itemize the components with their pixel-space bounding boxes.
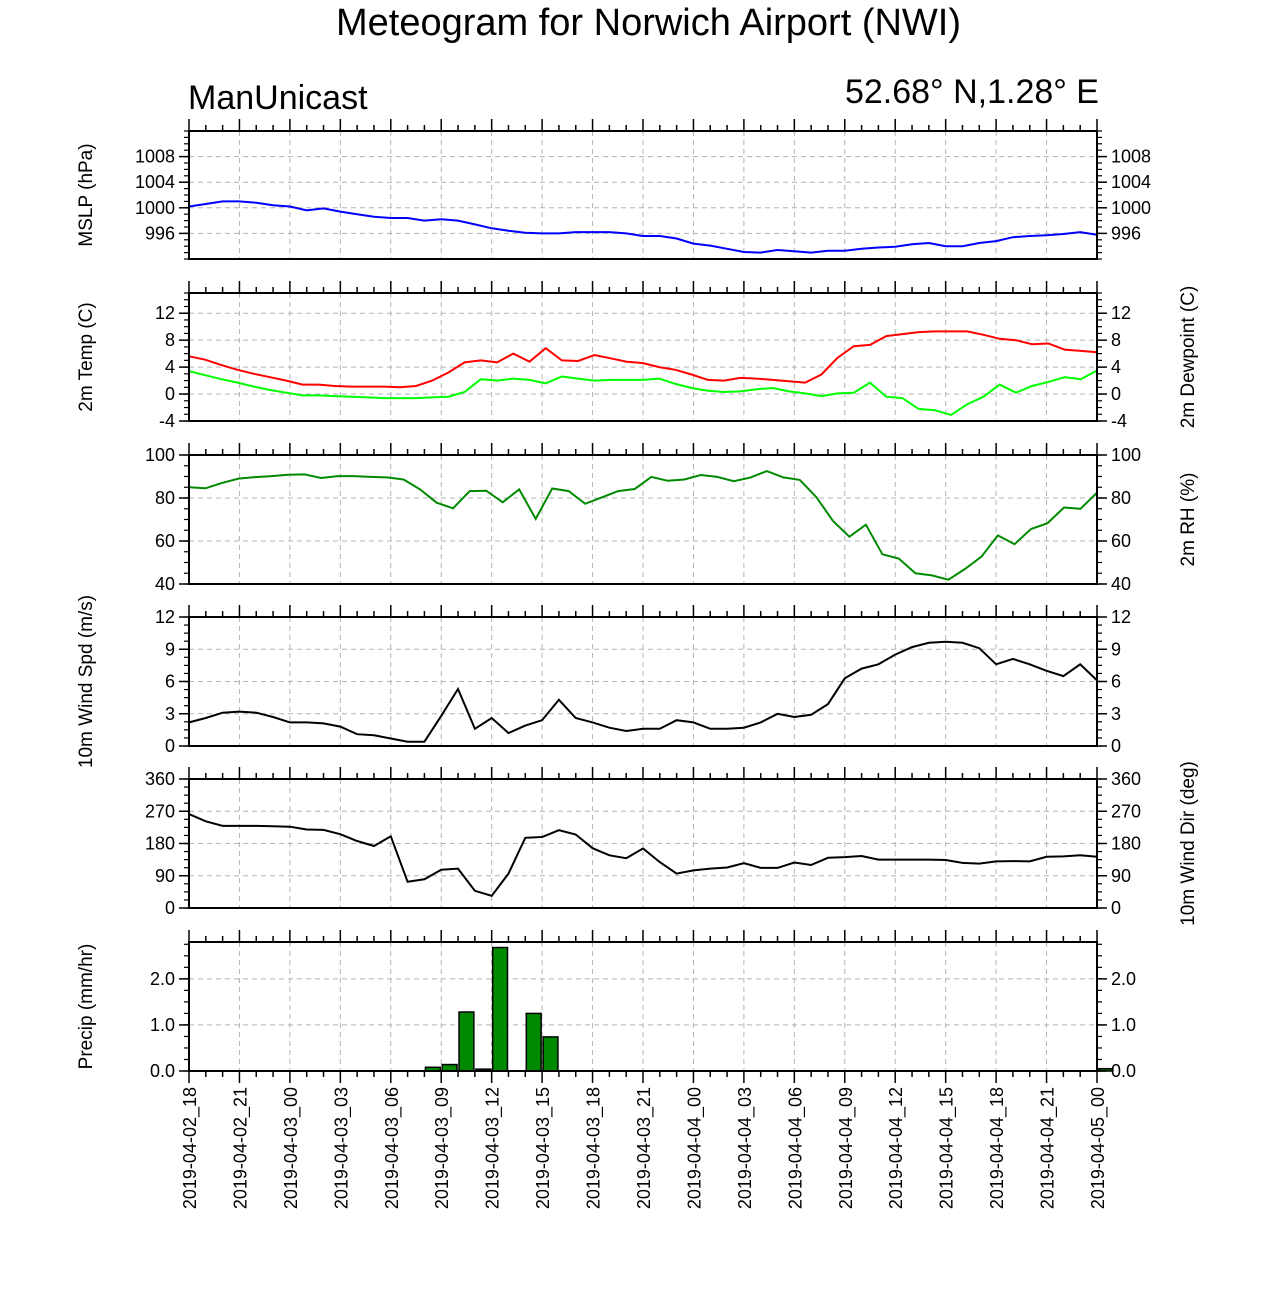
series-line-3-0 xyxy=(188,640,1098,743)
x-tick-label: 2019-04-04_06 xyxy=(785,1087,806,1209)
y-tick-label-right: 4 xyxy=(1111,357,1121,377)
x-tick-label: 2019-04-04_21 xyxy=(1038,1087,1059,1209)
y-tick-label-left: -4 xyxy=(159,411,175,431)
x-tick-label: 2019-04-04_03 xyxy=(735,1087,756,1209)
y-tick-label-left: 1008 xyxy=(135,147,175,167)
y-tick-label-left: 2.0 xyxy=(150,969,175,989)
y-tick-label-right: 90 xyxy=(1111,866,1131,886)
y-axis-title-left: 2m Temp (C) xyxy=(76,302,97,411)
series-line-4-0 xyxy=(188,813,1098,897)
y-tick-label-left: 996 xyxy=(145,223,175,243)
y-tick-label-left: 12 xyxy=(155,303,175,323)
y-tick-label-left: 80 xyxy=(155,488,175,508)
y-tick-label-right: 270 xyxy=(1111,801,1141,821)
y-tick-label-left: 1004 xyxy=(135,172,175,192)
y-tick-label-right: 360 xyxy=(1111,769,1141,789)
y-tick-label-left: 60 xyxy=(155,531,175,551)
y-tick-label-right: 100 xyxy=(1111,445,1141,465)
y-axis-title-left: MSLP (hPa) xyxy=(76,143,97,246)
x-tick-label: 2019-04-04_12 xyxy=(886,1087,907,1209)
precip-bar xyxy=(491,946,509,1072)
y-tick-label-right: 8 xyxy=(1111,330,1121,350)
y-tick-label-right: 2.0 xyxy=(1111,969,1136,989)
y-tick-label-left: 0.0 xyxy=(150,1061,175,1081)
y-axis-title-left: 10m Wind Spd (m/s) xyxy=(76,595,97,768)
y-tick-label-left: 40 xyxy=(155,574,175,594)
precip-bar xyxy=(542,1036,559,1072)
y-tick-label-right: 3 xyxy=(1111,704,1121,724)
y-axis-title-right: 10m Wind Dir (deg) xyxy=(1178,761,1199,926)
y-tick-label-left: 1000 xyxy=(135,198,175,218)
y-axis-title-left: Precip (mm/hr) xyxy=(76,944,97,1070)
model-label: ManUnicast xyxy=(188,79,368,117)
series-line-1-0 xyxy=(188,330,1098,389)
series-line-2-0 xyxy=(188,470,1098,581)
x-tick-label: 2019-04-03_09 xyxy=(432,1087,453,1209)
y-tick-label-right: -4 xyxy=(1111,411,1127,431)
series-line-1-1 xyxy=(188,369,1098,416)
y-tick-label-right: 1000 xyxy=(1111,198,1151,218)
y-tick-label-right: 6 xyxy=(1111,672,1121,692)
y-tick-label-right: 80 xyxy=(1111,488,1131,508)
x-tick-label: 2019-04-04_09 xyxy=(836,1087,857,1209)
x-tick-label: 2019-04-04_15 xyxy=(937,1087,958,1209)
y-tick-label-right: 1.0 xyxy=(1111,1015,1136,1035)
y-tick-label-right: 996 xyxy=(1111,223,1141,243)
y-tick-label-right: 1008 xyxy=(1111,147,1151,167)
y-tick-label-left: 8 xyxy=(165,330,175,350)
y-tick-label-right: 0 xyxy=(1111,736,1121,756)
y-tick-label-left: 0 xyxy=(165,384,175,404)
x-tick-label: 2019-04-03_15 xyxy=(533,1087,554,1209)
y-tick-label-left: 12 xyxy=(155,607,175,627)
y-axis-title-right: 2m Dewpoint (C) xyxy=(1178,286,1199,429)
y-tick-label-right: 0 xyxy=(1111,898,1121,918)
y-tick-label-left: 3 xyxy=(165,704,175,724)
y-tick-label-left: 270 xyxy=(145,801,175,821)
y-tick-label-right: 0 xyxy=(1111,384,1121,404)
x-tick-label: 2019-04-05_00 xyxy=(1088,1087,1109,1209)
y-tick-label-left: 100 xyxy=(145,445,175,465)
y-tick-label-left: 0 xyxy=(165,736,175,756)
y-tick-label-right: 12 xyxy=(1111,303,1131,323)
x-tick-label: 2019-04-03_03 xyxy=(331,1087,352,1209)
x-tick-label: 2019-04-03_06 xyxy=(382,1087,403,1209)
y-tick-label-right: 180 xyxy=(1111,834,1141,854)
x-tick-label: 2019-04-03_12 xyxy=(483,1087,504,1209)
chart-title: Meteogram for Norwich Airport (NWI) xyxy=(335,2,961,44)
y-tick-label-left: 9 xyxy=(165,639,175,659)
location-label: 52.68° N,1.28° E xyxy=(844,73,1099,111)
y-tick-label-right: 40 xyxy=(1111,574,1131,594)
x-tick-label: 2019-04-04_00 xyxy=(684,1087,705,1209)
y-tick-label-left: 90 xyxy=(155,866,175,886)
y-tick-label-left: 180 xyxy=(145,834,175,854)
x-tick-label: 2019-04-03_21 xyxy=(634,1087,655,1209)
y-axis-title-right: 2m RH (%) xyxy=(1178,473,1199,567)
y-tick-label-right: 1004 xyxy=(1111,172,1151,192)
y-tick-label-right: 60 xyxy=(1111,531,1131,551)
y-tick-label-left: 6 xyxy=(165,672,175,692)
y-tick-label-right: 12 xyxy=(1111,607,1131,627)
y-tick-label-left: 4 xyxy=(165,357,175,377)
x-tick-label: 2019-04-03_18 xyxy=(584,1087,605,1209)
y-tick-label-right: 9 xyxy=(1111,639,1121,659)
y-tick-label-right: 0.0 xyxy=(1111,1061,1136,1081)
y-tick-label-left: 360 xyxy=(145,769,175,789)
x-tick-label: 2019-04-03_00 xyxy=(281,1087,302,1209)
x-tick-label: 2019-04-02_18 xyxy=(180,1087,201,1209)
x-tick-label: 2019-04-04_18 xyxy=(987,1087,1008,1209)
y-tick-label-left: 0 xyxy=(165,898,175,918)
precip-bar xyxy=(525,1012,542,1072)
x-tick-label: 2019-04-02_21 xyxy=(230,1087,251,1209)
y-tick-label-left: 1.0 xyxy=(150,1015,175,1035)
precip-bar xyxy=(458,1011,475,1072)
series-line-0-0 xyxy=(188,200,1098,254)
